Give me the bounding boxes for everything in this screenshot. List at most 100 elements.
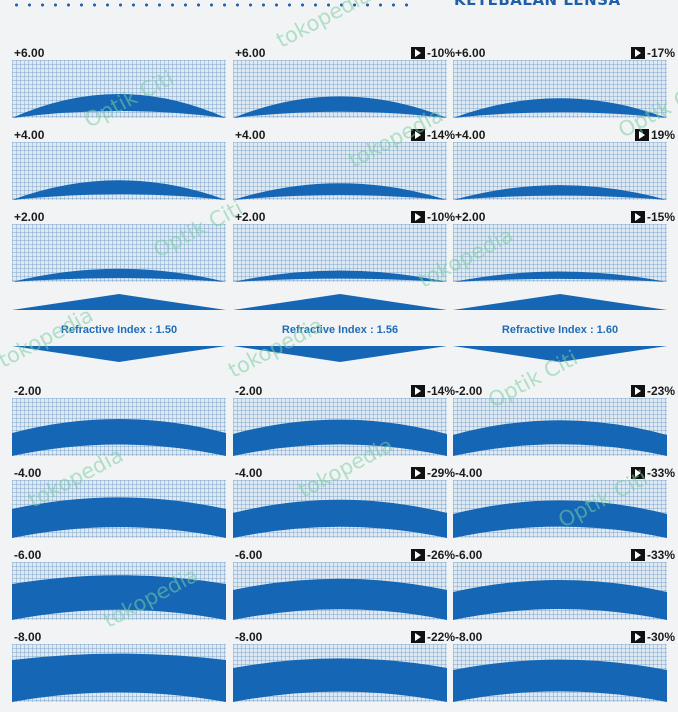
- lens-profile: [233, 658, 447, 702]
- lens-shape: [12, 497, 226, 538]
- lens-power-label: +4.00: [235, 128, 266, 142]
- lens-profile: [233, 183, 447, 200]
- thickness-reduction: -26%: [410, 548, 455, 562]
- lens-profile: [12, 268, 226, 282]
- lens-power-label: -2.00: [235, 384, 263, 398]
- lens-cell: -6.00: [12, 548, 226, 630]
- thickness-reduction: 19%: [634, 128, 675, 142]
- lens-power-label: -6.00: [14, 548, 42, 562]
- lens-power-label: -4.00: [14, 466, 42, 480]
- refractive-index-block: Refractive Index : 1.56: [233, 292, 447, 364]
- lens-cell: -4.00 -29%: [233, 466, 455, 548]
- reduction-percent: -33%: [646, 548, 675, 562]
- lens-power-label: -8.00: [14, 630, 42, 644]
- reduction-percent: -29%: [426, 466, 455, 480]
- lens-shape: [233, 499, 447, 538]
- reduction-percent: -33%: [646, 466, 675, 480]
- lens-shape: [12, 419, 226, 456]
- lens-cell: -4.00: [12, 466, 226, 548]
- lens-shape: [453, 420, 667, 456]
- lens-shape: [12, 180, 226, 200]
- lens-cell: +2.00 -10%: [233, 210, 455, 292]
- lens-profile: [12, 94, 226, 118]
- lens-shape: [453, 98, 667, 118]
- reduction-percent: -30%: [646, 630, 675, 644]
- play-arrow-icon: [630, 631, 645, 643]
- lens-profile: [453, 271, 667, 282]
- grid-background: [233, 224, 447, 282]
- lens-shape: [233, 183, 447, 200]
- lens-cell: +4.00: [12, 128, 226, 210]
- lens-profile: [453, 185, 667, 200]
- reduction-percent: -26%: [426, 548, 455, 562]
- refractive-index-block: Refractive Index : 1.50: [12, 292, 226, 364]
- lens-power-label: +6.00: [235, 46, 266, 60]
- lens-power-label: +2.00: [235, 210, 266, 224]
- prism-diagram: [453, 294, 667, 362]
- lens-profile: [233, 270, 447, 282]
- lens-profile: [12, 419, 226, 456]
- lens-shape: [453, 185, 667, 200]
- play-arrow-icon: [410, 47, 425, 59]
- lens-shape: [453, 580, 667, 620]
- lens-shape: [233, 658, 447, 702]
- lens-shape: [233, 578, 447, 620]
- reduction-percent: -15%: [646, 210, 675, 224]
- prism-up: [233, 294, 447, 310]
- play-arrow-icon: [630, 549, 645, 561]
- lens-cell: -8.00: [12, 630, 226, 712]
- lens-power-label: -8.00: [455, 630, 483, 644]
- lens-profile: [12, 180, 226, 200]
- lens-shape: [12, 94, 226, 118]
- play-arrow-icon: [410, 631, 425, 643]
- lens-profile: [453, 420, 667, 456]
- thickness-reduction: -10%: [410, 46, 455, 60]
- play-arrow-icon: [630, 385, 645, 397]
- thickness-reduction: -17%: [630, 46, 675, 60]
- reduction-percent: -10%: [426, 210, 455, 224]
- lens-power-label: -2.00: [455, 384, 483, 398]
- lens-power-label: -6.00: [455, 548, 483, 562]
- lens-profile: [233, 96, 447, 118]
- lens-power-label: +6.00: [455, 46, 486, 60]
- lens-power-label: -4.00: [235, 466, 263, 480]
- play-arrow-icon: [410, 129, 425, 141]
- thickness-reduction: -14%: [410, 384, 455, 398]
- refractive-index-label: Refractive Index : 1.50: [60, 324, 178, 336]
- play-arrow-icon: [630, 47, 645, 59]
- lens-shape: [453, 271, 667, 282]
- lens-shape: [12, 268, 226, 282]
- thickness-reduction: -29%: [410, 466, 455, 480]
- lens-profile: [233, 578, 447, 620]
- lens-cell: +2.00 -15%: [453, 210, 675, 292]
- play-arrow-icon: [410, 211, 425, 223]
- lens-profile: [12, 653, 226, 702]
- play-arrow-icon: [634, 129, 649, 141]
- lens-cell: -2.00 -14%: [233, 384, 455, 466]
- lens-cell: -2.00 -23%: [453, 384, 675, 466]
- reduction-percent: -14%: [426, 128, 455, 142]
- lens-power-label: -4.00: [455, 466, 483, 480]
- lens-cell: +6.00 -17%: [453, 46, 675, 128]
- lens-shape: [233, 419, 447, 456]
- thickness-reduction: -23%: [630, 384, 675, 398]
- lens-power-label: +4.00: [455, 128, 486, 142]
- lens-profile: [12, 575, 226, 620]
- prism-diagram: [233, 294, 447, 362]
- lens-shape: [453, 500, 667, 538]
- lens-profile: [453, 580, 667, 620]
- lens-shape: [233, 96, 447, 118]
- prism-up: [12, 294, 226, 310]
- lens-shape: [233, 270, 447, 282]
- dotted-divider: [10, 2, 410, 8]
- lens-power-label: -2.00: [14, 384, 42, 398]
- lens-profile: [453, 500, 667, 538]
- play-arrow-icon: [410, 385, 425, 397]
- prism-up: [453, 294, 667, 310]
- reduction-percent: -22%: [426, 630, 455, 644]
- lens-profile: [12, 497, 226, 538]
- refractive-index-block: Refractive Index : 1.60: [453, 292, 667, 364]
- thickness-reduction: -22%: [410, 630, 455, 644]
- lens-cell: -4.00 -33%: [453, 466, 675, 548]
- play-arrow-icon: [410, 467, 425, 479]
